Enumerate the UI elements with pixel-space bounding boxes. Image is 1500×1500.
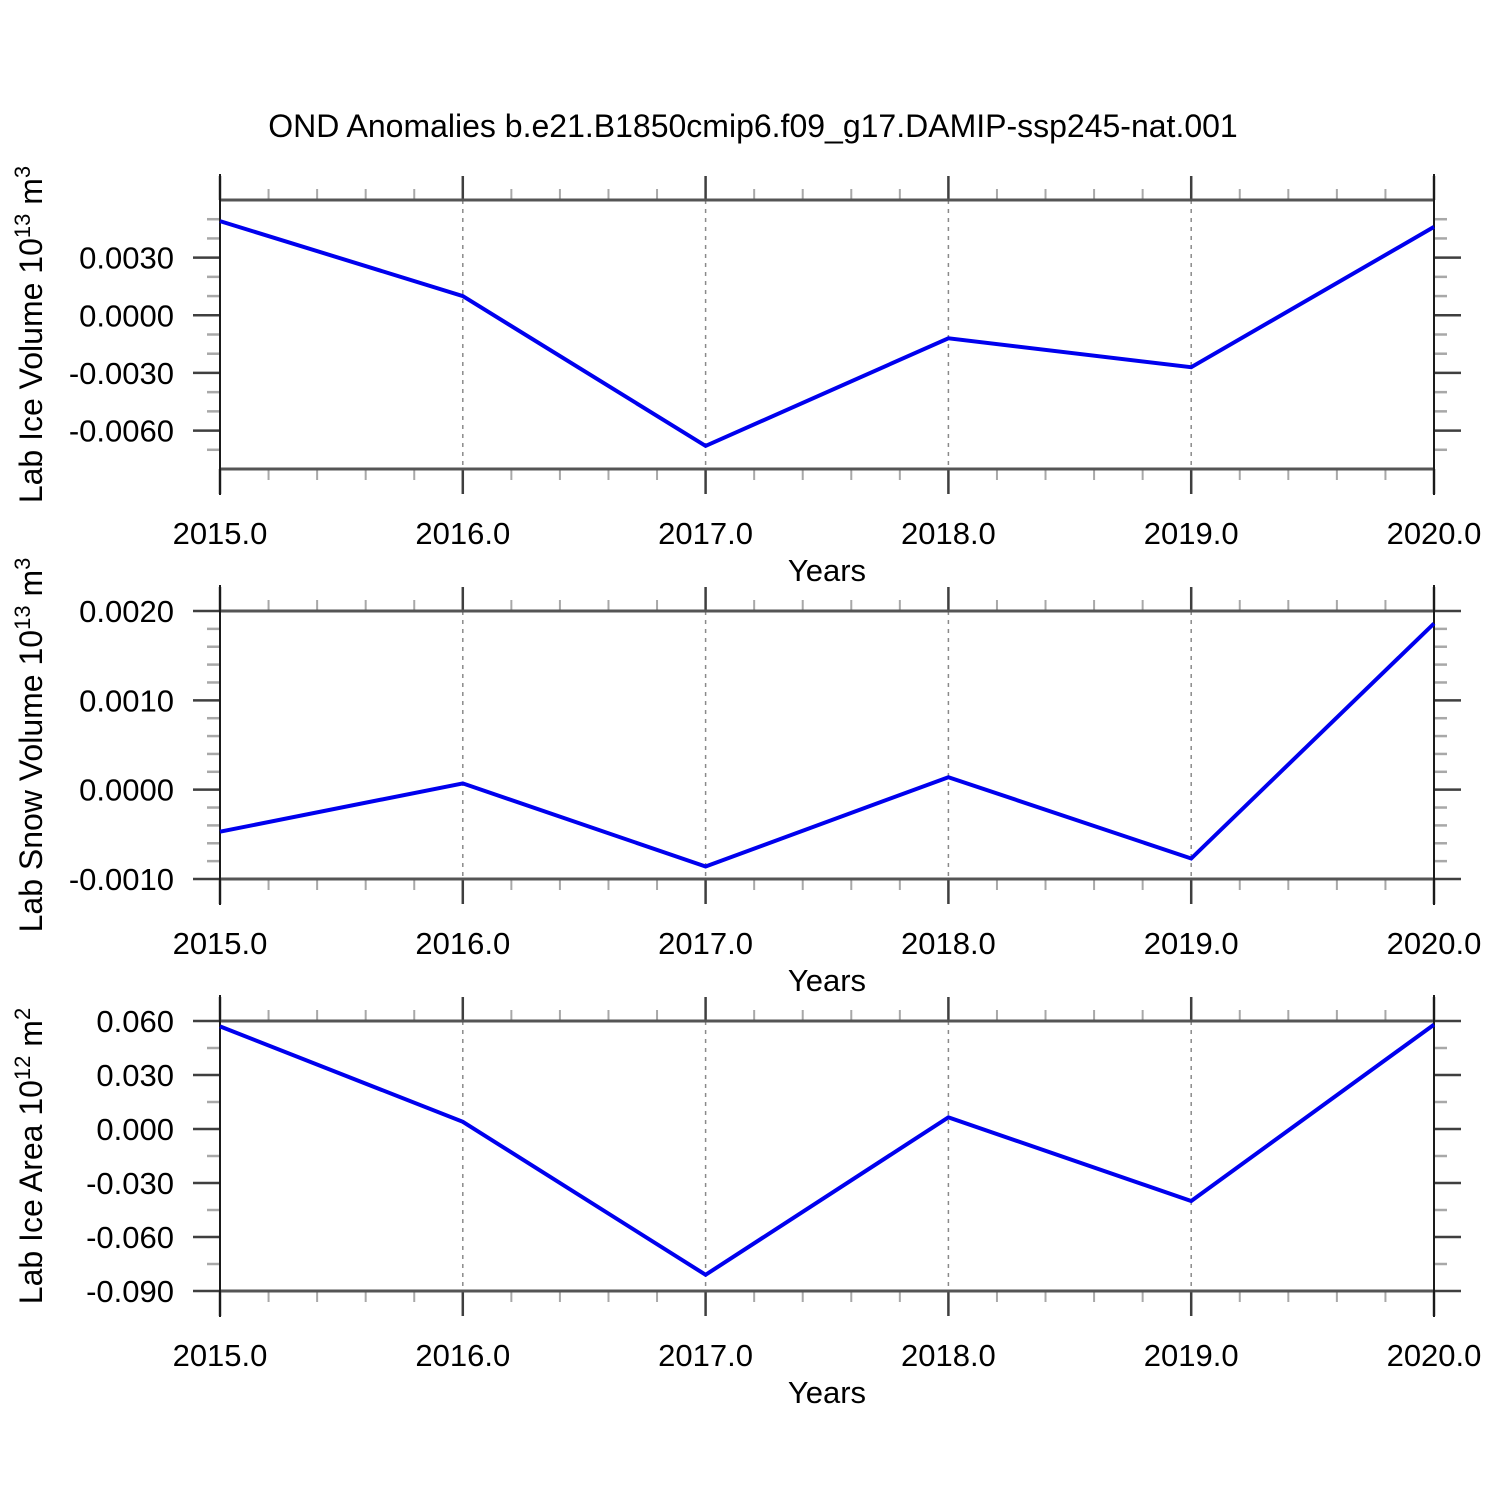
y-tick-label: 0.0020	[79, 594, 174, 629]
y-tick-label: 0.0000	[79, 298, 174, 333]
y-tick-label: -0.030	[86, 1166, 174, 1201]
y-tick-label: -0.090	[86, 1274, 174, 1309]
y-axis-label: Lab Ice Volume 1013 m3	[10, 166, 49, 503]
y-axis-label-part: m	[13, 1020, 49, 1056]
y-axis-label-superscript: 12	[10, 1056, 35, 1080]
x-tick-label: 2020.0	[1387, 516, 1482, 551]
x-axis-label: Years	[788, 1375, 866, 1410]
x-tick-label: 2015.0	[173, 1338, 268, 1373]
y-axis-label: Lab Ice Area 1012 m2	[10, 1008, 49, 1304]
y-tick-label: -0.0030	[69, 356, 174, 391]
y-tick-label: 0.060	[96, 1004, 174, 1039]
y-axis-label-superscript: 13	[10, 605, 35, 629]
y-tick-label: 0.030	[96, 1058, 174, 1093]
y-tick-label: 0.0010	[79, 683, 174, 718]
x-tick-label: 2019.0	[1144, 516, 1239, 551]
x-tick-label: 2017.0	[658, 1338, 753, 1373]
y-tick-label: -0.0010	[69, 862, 174, 897]
y-tick-label: 0.000	[96, 1112, 174, 1147]
panel-lab-ice-area: 0.060 0.030 0.000 -0.030 -0.060 -0.090 2015.0 2…	[10, 995, 1481, 1410]
y-tick-label: -0.060	[86, 1220, 174, 1255]
x-tick-label: 2018.0	[901, 926, 996, 961]
y-tick-label: 0.0030	[79, 241, 174, 276]
y-tick-label: -0.0060	[69, 414, 174, 449]
data-line-lab-ice-area	[219, 1022, 1436, 1278]
panel-lab-ice-volume: 0.0030 0.0000 -0.0030 -0.0060 2015.0 2016.0 20…	[10, 166, 1481, 588]
x-tick-label: 2015.0	[173, 926, 268, 961]
x-tick-label: 2018.0	[901, 1338, 996, 1373]
y-axis-label-part: Lab Ice Volume 10	[13, 238, 49, 503]
x-axis-label: Years	[788, 963, 866, 998]
x-tick-label: 2016.0	[415, 516, 510, 551]
x-tick-label: 2019.0	[1144, 926, 1239, 961]
y-axis-label-part: m	[13, 178, 49, 214]
data-line-lab-snow-volume	[219, 622, 1436, 869]
x-tick-label: 2015.0	[173, 516, 268, 551]
y-axis-label-part: Lab Snow Volume 10	[13, 630, 49, 932]
y-axis-label-superscript: 13	[10, 214, 35, 238]
y-axis-label-part: Lab Ice Area 10	[13, 1080, 49, 1304]
data-line-lab-ice-volume	[219, 219, 1436, 449]
y-axis-label-part: m	[13, 570, 49, 606]
x-tick-label: 2016.0	[415, 926, 510, 961]
y-axis-label-superscript: 2	[10, 1008, 35, 1020]
panel-lab-snow-volume: 0.0020 0.0010 0.0000 -0.0010 2015.0 2016.0 201…	[10, 558, 1481, 998]
x-tick-label: 2019.0	[1144, 1338, 1239, 1373]
x-tick-label: 2018.0	[901, 516, 996, 551]
y-axis-label: Lab Snow Volume 1013 m3	[10, 558, 49, 933]
y-axis-label-superscript: 3	[10, 558, 35, 570]
x-tick-label: 2020.0	[1387, 1338, 1482, 1373]
y-axis-label-superscript: 3	[10, 166, 35, 178]
x-axis-label: Years	[788, 553, 866, 588]
x-tick-label: 2016.0	[415, 1338, 510, 1373]
x-tick-label: 2017.0	[658, 516, 753, 551]
y-tick-label: 0.0000	[79, 773, 174, 808]
chart-title: OND Anomalies b.e21.B1850cmip6.f09_g17.D…	[268, 108, 1237, 144]
x-tick-label: 2020.0	[1387, 926, 1482, 961]
x-tick-label: 2017.0	[658, 926, 753, 961]
